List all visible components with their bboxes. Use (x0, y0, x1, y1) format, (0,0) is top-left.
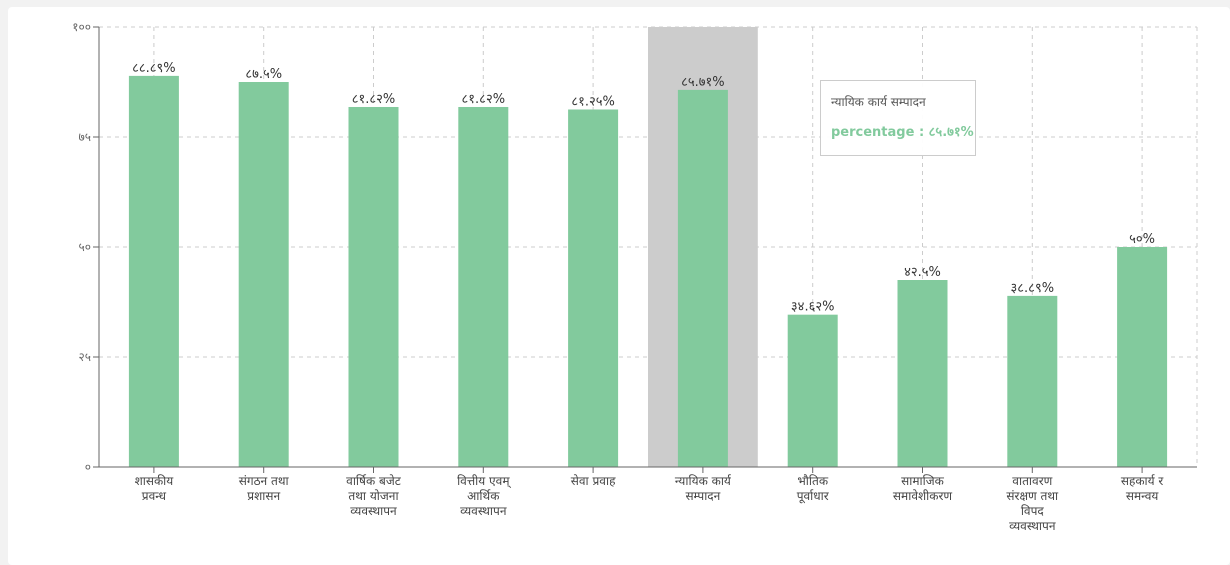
y-tick-label: १०० (72, 20, 91, 34)
y-tick-label: ५० (79, 240, 91, 254)
bar[interactable] (897, 280, 948, 467)
y-tick-label: २५ (79, 350, 91, 364)
x-tick-label-line: सहकार्य र (1121, 474, 1165, 488)
x-tick-label-line: आर्थिक (467, 489, 500, 503)
bar[interactable] (677, 89, 728, 467)
x-tick-label-line: समन्वय (1126, 489, 1160, 503)
bar[interactable] (128, 75, 179, 467)
x-tick-label: सहकार्य र समन्वय (1121, 474, 1165, 503)
bar[interactable] (1007, 295, 1058, 467)
axes (93, 26, 1197, 473)
chart-tooltip: न्यायिक कार्य सम्पादन percentage : ८५.७१… (820, 80, 976, 156)
x-tick-label-line: भौतिक (797, 474, 828, 488)
x-tick-label-line: समावेशीकरण (893, 489, 952, 503)
bar-value-label: ८७.५% (245, 67, 282, 82)
y-tick-label: ७५ (79, 130, 91, 144)
x-tick-label-line: संगठन तथा (239, 474, 290, 488)
x-tick-label: वार्षिक बजेट तथा योजना व्यवस्थापन (346, 474, 402, 518)
x-tick-label-line: व्यवस्थापन (350, 504, 397, 518)
x-tick-label: वातावरण संरक्षण तथा विपद व्यवस्थापन (1006, 474, 1059, 533)
x-tick-label: भौतिक पूर्वाधार (797, 474, 830, 504)
x-tick-label-line: सेवा प्रवाह (571, 474, 616, 488)
tooltip-title: न्यायिक कार्य सम्पादन (831, 95, 926, 109)
bar[interactable] (238, 82, 289, 467)
y-tick-label: ० (85, 460, 91, 474)
bar-value-label: ८५.७१% (681, 75, 725, 90)
bar-value-label: ८१.२५% (571, 95, 615, 110)
x-tick-label-line: शासकीय (135, 474, 175, 488)
bar-value-label: ८१.८२% (352, 92, 396, 107)
x-tick-label: संगठन तथा प्रशासन (239, 474, 290, 503)
chart-card (8, 7, 1230, 565)
x-tick-label-line: प्रशासन (247, 489, 280, 503)
x-tick-label-line: तथा योजना (348, 489, 399, 503)
x-tick-label-line: संरक्षण तथा (1006, 489, 1059, 503)
x-tick-label: न्यायिक कार्य सम्पादन (675, 474, 732, 503)
bar-value-label: ५०% (1129, 232, 1155, 247)
bar[interactable] (458, 106, 509, 467)
bar[interactable] (348, 106, 399, 467)
x-tick-label-line: विपद (1021, 504, 1045, 518)
bar[interactable] (1117, 247, 1168, 467)
x-tick-label-line: प्रवन्ध (142, 489, 167, 503)
bar[interactable] (787, 314, 838, 467)
x-tick-label-line: पूर्वाधार (797, 489, 830, 504)
x-tick-label: सामाजिक समावेशीकरण (893, 474, 952, 503)
x-tick-label-line: व्यवस्थापन (460, 504, 507, 518)
bar-value-label: ४२.५% (904, 265, 941, 280)
x-tick-label: शासकीय प्रवन्ध (135, 474, 175, 503)
x-tick-label-line: वित्तीय एवम् (457, 474, 511, 489)
x-tick-label-line: वार्षिक बजेट (346, 474, 402, 488)
bar-value-label: ८८.८९% (132, 61, 176, 76)
x-tick-label: वित्तीय एवम् आर्थिक व्यवस्थापन (457, 474, 511, 518)
x-tick-label-line: सामाजिक (901, 474, 945, 488)
tooltip-value: percentage : ८५.७१% (831, 125, 974, 140)
bars (128, 75, 1168, 468)
x-tick-label-line: वातावरण (1012, 474, 1052, 488)
x-tick-label-line: न्यायिक कार्य (675, 474, 732, 488)
bar-value-label: ३४.६२% (791, 300, 835, 315)
x-tick-label: सेवा प्रवाह (571, 474, 616, 488)
bar-value-label: ३८.८९% (1011, 281, 1055, 296)
labels: ८८.८९% ८७.५% ८१.८२% ८१.८२% ८१.२५% ८५.७१% ३४.६२… (72, 20, 1164, 533)
bar-value-label: ८१.८२% (462, 92, 506, 107)
x-tick-label-line: व्यवस्थापन (1009, 519, 1056, 533)
bar[interactable] (568, 109, 619, 468)
x-tick-label-line: सम्पादन (685, 489, 720, 503)
